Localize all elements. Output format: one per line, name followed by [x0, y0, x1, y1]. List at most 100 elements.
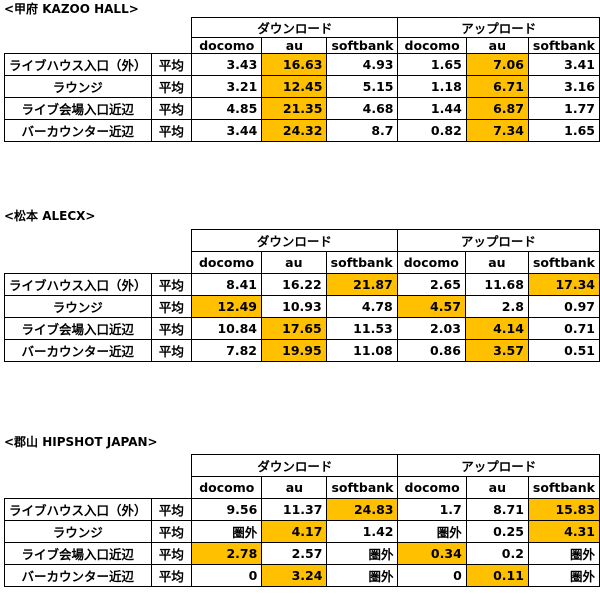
- value-cell: 1.42: [326, 520, 399, 543]
- value-cell: 7.06: [465, 53, 529, 76]
- blank-cell: [151, 252, 192, 274]
- location-cell: バーカウンター近辺: [4, 119, 152, 142]
- speed-table: ダウンロード アップロード docomo au softbank docomo au soft…: [4, 229, 600, 362]
- carrier-header: au: [465, 37, 529, 54]
- value-cell: 17.65: [260, 317, 327, 340]
- value-cell: 4.68: [326, 97, 399, 120]
- value-cell: 3.41: [527, 53, 600, 76]
- value-cell: 1.65: [397, 53, 467, 76]
- data-row: ライブハウス入口（外） 平均 9.56 11.37 24.83 1.7 8.71 15.83: [4, 498, 600, 521]
- value-cell: 19.95: [260, 339, 327, 362]
- location-cell: ライブ会場入口近辺: [4, 97, 152, 120]
- carrier-header: docomo: [397, 37, 467, 54]
- data-row: ライブ会場入口近辺 平均 2.78 2.57 圏外 0.34 0.2 圏外: [4, 542, 600, 565]
- blank-cell: [151, 18, 192, 38]
- value-cell: 2.57: [261, 542, 328, 565]
- value-cell: 12.49: [191, 295, 262, 318]
- carrier-header: docomo: [191, 476, 263, 499]
- value-cell: 11.53: [325, 317, 398, 340]
- value-cell: 6.71: [465, 75, 529, 98]
- stat-cell: 平均: [150, 520, 193, 543]
- data-row: ラウンジ 平均 12.49 10.93 4.78 4.57 2.8 0.97: [4, 295, 600, 318]
- value-cell: 4.14: [464, 317, 529, 340]
- data-row: ライブハウス入口（外） 平均 3.43 16.63 4.93 1.65 7.06 3.41: [4, 53, 600, 76]
- value-cell: 圏外: [326, 542, 399, 565]
- stat-cell: 平均: [150, 317, 193, 340]
- value-cell: 圏外: [191, 520, 263, 543]
- blank-cell: [151, 455, 192, 477]
- stat-cell: 平均: [150, 119, 193, 142]
- stat-cell: 平均: [150, 53, 193, 76]
- location-cell: ライブ会場入口近辺: [4, 317, 152, 340]
- group-header: アップロード: [397, 17, 600, 38]
- value-cell: 0.71: [527, 317, 600, 340]
- value-cell: 17.34: [527, 273, 600, 296]
- value-cell: 8.71: [465, 498, 529, 521]
- data-row: バーカウンター近辺 平均 7.82 19.95 11.08 0.86 3.57 0.51: [4, 339, 600, 362]
- group-header: アップロード: [397, 454, 600, 477]
- value-cell: 16.22: [260, 273, 327, 296]
- carrier-header: au: [261, 476, 328, 499]
- value-cell: 7.82: [191, 339, 262, 362]
- blank-cell: [151, 477, 192, 499]
- carrier-header: softbank: [527, 476, 600, 499]
- value-cell: 2.03: [396, 317, 466, 340]
- speed-table: ダウンロード アップロード docomo au softbank docomo au soft…: [4, 17, 600, 142]
- value-cell: 3.21: [191, 75, 263, 98]
- location-cell: バーカウンター近辺: [4, 564, 152, 587]
- value-cell: 4.93: [326, 53, 399, 76]
- value-cell: 0.86: [396, 339, 466, 362]
- carrier-header: softbank: [325, 251, 398, 274]
- group-header: ダウンロード: [191, 17, 399, 38]
- stat-cell: 平均: [150, 339, 193, 362]
- stat-cell: 平均: [150, 498, 193, 521]
- value-cell: 4.57: [396, 295, 466, 318]
- group-header-row: ダウンロード アップロード: [5, 454, 600, 477]
- location-cell: ラウンジ: [4, 295, 152, 318]
- carrier-header: docomo: [191, 37, 263, 54]
- value-cell: 圏外: [527, 542, 600, 565]
- carrier-header: au: [465, 476, 529, 499]
- value-cell: 4.31: [527, 520, 600, 543]
- value-cell: 0.25: [465, 520, 529, 543]
- value-cell: 21.35: [261, 97, 328, 120]
- blank-cell: [5, 252, 152, 274]
- carrier-header: softbank: [527, 37, 600, 54]
- stat-cell: 平均: [150, 542, 193, 565]
- value-cell: 3.57: [464, 339, 529, 362]
- value-cell: 11.08: [325, 339, 398, 362]
- blank-cell: [5, 230, 152, 252]
- group-header-row: ダウンロード アップロード: [5, 17, 600, 38]
- value-cell: 9.56: [191, 498, 263, 521]
- value-cell: 15.83: [527, 498, 600, 521]
- value-cell: 0.51: [527, 339, 600, 362]
- value-cell: 5.15: [326, 75, 399, 98]
- value-cell: 0.34: [397, 542, 467, 565]
- value-cell: 8.7: [326, 119, 399, 142]
- speed-table: ダウンロード アップロード docomo au softbank docomo au soft…: [4, 454, 600, 587]
- value-cell: 10.93: [260, 295, 327, 318]
- table-body: ダウンロード アップロード docomo au softbank docomo au soft…: [4, 17, 600, 142]
- carrier-header: au: [261, 37, 328, 54]
- blank-cell: [151, 230, 192, 252]
- value-cell: 1.44: [397, 97, 467, 120]
- value-cell: 3.44: [191, 119, 263, 142]
- value-cell: 0.2: [465, 542, 529, 565]
- section-title: <郡山 HIPSHOT JAPAN>: [4, 435, 158, 449]
- value-cell: 圏外: [326, 564, 399, 587]
- stat-cell: 平均: [150, 295, 193, 318]
- value-cell: 2.8: [464, 295, 529, 318]
- section-title: <松本 ALECX>: [4, 209, 96, 223]
- value-cell: 3.16: [527, 75, 600, 98]
- value-cell: 1.65: [527, 119, 600, 142]
- blank-cell: [5, 455, 152, 477]
- carrier-header: softbank: [326, 37, 399, 54]
- value-cell: 4.17: [261, 520, 328, 543]
- location-cell: ライブハウス入口（外）: [4, 53, 152, 76]
- location-cell: ライブハウス入口（外）: [4, 498, 152, 521]
- value-cell: 16.63: [261, 53, 328, 76]
- value-cell: 11.68: [464, 273, 529, 296]
- carrier-header: docomo: [191, 251, 262, 274]
- blank-cell: [5, 38, 152, 54]
- data-row: ラウンジ 平均 3.21 12.45 5.15 1.18 6.71 3.16: [4, 75, 600, 98]
